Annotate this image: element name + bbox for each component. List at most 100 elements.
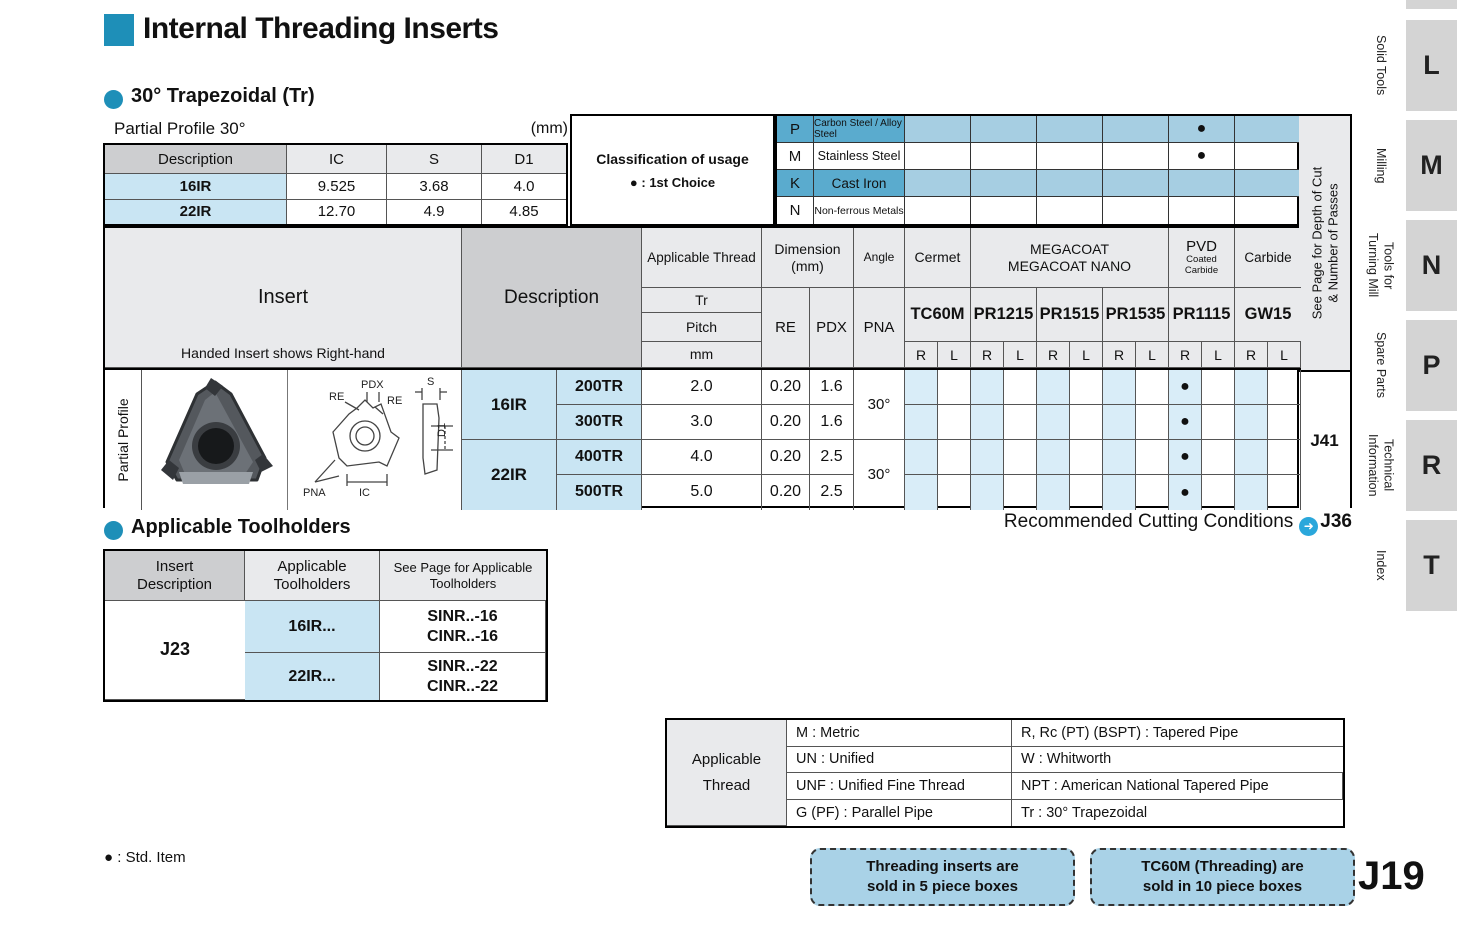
sidebar-label-solid-tools: Solid Tools xyxy=(1373,34,1388,96)
tab-turning[interactable]: N xyxy=(1406,220,1457,311)
usage-cell xyxy=(1103,116,1169,142)
re-header: RE xyxy=(762,288,810,368)
group-cermet: Cermet xyxy=(905,228,971,288)
insert-desc-16ir: 16IR xyxy=(462,370,557,440)
first-choice-dot: R xyxy=(905,342,938,367)
usage-cell xyxy=(1235,116,1301,142)
grade-tc60m: TC60M xyxy=(905,288,971,342)
header-body-divider xyxy=(105,368,1301,370)
cutting-conditions-line: Recommended Cutting Conditions ➜ J36 xyxy=(850,511,1352,536)
cutting-conditions-page-ref[interactable]: J36 xyxy=(1320,511,1352,532)
legend-cell: UN : Unified xyxy=(787,746,1012,773)
usage-cell xyxy=(1103,170,1169,196)
angle-value: 30° xyxy=(854,440,905,510)
classification-row-m: M Stainless Steel ● xyxy=(777,143,1301,170)
insert-code: 400TR xyxy=(557,440,642,475)
usage-cell xyxy=(971,170,1037,196)
thread-legend-table: Applicable Thread M : Metric R, Rc (PT) … xyxy=(665,718,1345,828)
material-code: P xyxy=(777,116,814,142)
first-choice-dot: ● xyxy=(1169,405,1202,439)
see-page-label-line2: & Number of Passes xyxy=(1324,183,1340,303)
availability-cell xyxy=(1202,475,1235,510)
tab-solid-tools[interactable]: L xyxy=(1406,20,1457,111)
re-value: 0.20 xyxy=(762,440,810,475)
pdx-value: 2.5 xyxy=(810,475,854,510)
first-choice-dot: R xyxy=(971,342,1004,367)
packaging-note-line: sold in 5 piece boxes xyxy=(867,878,1018,895)
availability-cell xyxy=(1136,475,1169,510)
section-bullet-icon xyxy=(104,521,123,540)
group-pvd-line1: PVD xyxy=(1186,237,1217,255)
grade-pr1115: PR1115 xyxy=(1169,288,1235,342)
availability-cell xyxy=(938,405,971,439)
usage-cell xyxy=(1235,170,1301,196)
availability-cell xyxy=(938,370,971,404)
availability-cell xyxy=(1202,405,1235,439)
grade-pr1215: PR1215 xyxy=(971,288,1037,342)
usage-cell xyxy=(905,197,971,224)
usage-cell xyxy=(1037,143,1103,169)
usage-cell xyxy=(1103,197,1169,224)
availability-cell xyxy=(1268,370,1301,404)
pdx-value: 1.6 xyxy=(810,370,854,405)
material-name: Stainless Steel xyxy=(814,143,905,169)
depth-of-cut-page-ref[interactable]: J41 xyxy=(1299,370,1350,510)
spec-table: Description IC S D1 16IR 9.525 3.68 4.0 … xyxy=(103,143,568,226)
first-choice-dot: R xyxy=(1235,342,1268,367)
tab-milling[interactable]: M xyxy=(1406,120,1457,211)
toolholder-insert-desc: 16IR... xyxy=(245,601,380,653)
availability-row: ● xyxy=(905,475,1301,510)
availability-cell xyxy=(1103,475,1136,510)
toolholders-header-2: Applicable Toolholders xyxy=(273,557,351,593)
page-title: Internal Threading Inserts xyxy=(143,12,499,45)
classification-row-k: K Cast Iron xyxy=(777,170,1301,197)
availability-row: ● xyxy=(905,370,1301,405)
availability-cell xyxy=(1004,440,1037,474)
availability-cell xyxy=(1070,370,1103,404)
legend-cell: Tr : 30° Trapezoidal xyxy=(1021,804,1148,821)
spec-header-description: Description xyxy=(105,145,287,174)
spec-table-note: Partial Profile 30° xyxy=(114,119,246,138)
availability-cell xyxy=(1235,405,1268,439)
classification-row-p: P Carbon Steel / Alloy Steel ● xyxy=(777,116,1301,143)
availability-cell xyxy=(905,440,938,474)
toolholder-insert-desc: 22IR... xyxy=(245,653,380,700)
image-divider xyxy=(287,370,288,510)
insert-code: 300TR xyxy=(557,405,642,440)
tab-spare-parts[interactable]: P xyxy=(1406,320,1457,411)
title-square-icon xyxy=(104,14,134,46)
group-megacoat-line1: MEGACOAT xyxy=(1029,241,1110,258)
classification-table: P Carbon Steel / Alloy Steel ● M Stainle… xyxy=(775,114,1301,226)
availability-cell xyxy=(1268,405,1301,439)
tab-technical[interactable]: R xyxy=(1406,420,1457,511)
page-number: J19 xyxy=(1358,854,1425,898)
usage-cell xyxy=(1037,116,1103,142)
availability-cell xyxy=(1103,440,1136,474)
group-megacoat: MEGACOAT MEGACOAT NANO xyxy=(971,228,1169,288)
availability-cell xyxy=(938,440,971,474)
sidebar-label-milling: Milling xyxy=(1373,147,1388,184)
thread-legend-label-line1: Applicable xyxy=(691,751,762,768)
dimension-header: Dimension (mm) xyxy=(762,228,854,288)
profile-label-cell: Partial Profile xyxy=(105,370,142,510)
availability-cell xyxy=(971,370,1004,404)
availability-cell xyxy=(905,370,938,404)
first-choice-dot: R xyxy=(1103,342,1136,367)
tab-index[interactable]: T xyxy=(1406,520,1457,611)
first-choice-dot: R xyxy=(1037,342,1070,367)
availability-cell xyxy=(971,475,1004,510)
pdx-value: 1.6 xyxy=(810,405,854,440)
sidebar-label-technical: Technical Information xyxy=(1366,434,1396,497)
insert-code: 500TR xyxy=(557,475,642,510)
usage-marks xyxy=(905,197,1301,224)
diagram-label-pna: PNA xyxy=(303,487,326,499)
spec-cell-s: 4.9 xyxy=(387,199,482,224)
first-choice-dot: ● xyxy=(1169,475,1202,510)
toolholders-page-ref[interactable]: J23 xyxy=(105,601,245,700)
first-choice-dot: L xyxy=(1070,342,1103,367)
availability-cell xyxy=(1103,370,1136,404)
toolholders-heading: Applicable Toolholders xyxy=(131,516,351,538)
packaging-note-line: Threading inserts are xyxy=(866,857,1019,875)
re-value: 0.20 xyxy=(762,405,810,440)
